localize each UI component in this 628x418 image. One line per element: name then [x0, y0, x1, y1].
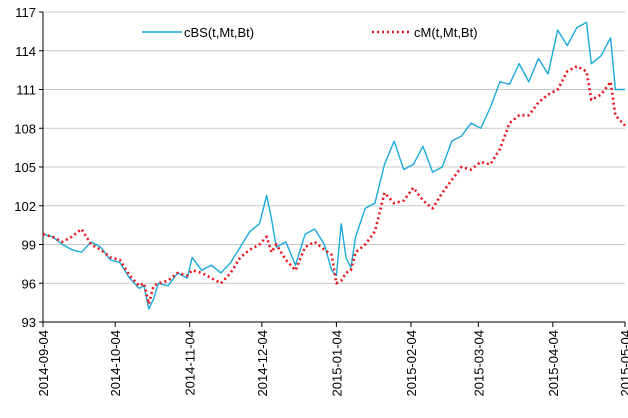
x-tick-label: 2014-11-04 — [183, 330, 198, 396]
x-tick-label: 2015-02-04 — [404, 330, 419, 397]
y-tick-label: 105 — [14, 160, 36, 175]
x-tick-label: 2015-03-04 — [471, 330, 486, 397]
x-tick-label: 2015-04-04 — [546, 330, 561, 397]
series-line — [42, 21, 625, 310]
y-tick-label: 96 — [22, 276, 36, 291]
y-tick-label: 111 — [16, 83, 36, 98]
y-tick-label: 102 — [14, 199, 36, 214]
x-tick-label: 2015-01-04 — [329, 330, 344, 397]
legend-label: cBS(t,Mt,Bt) — [184, 25, 254, 40]
y-tick-label: 99 — [22, 238, 36, 253]
x-tick-label: 2014-10-04 — [108, 330, 123, 397]
x-tick-label: 2014-12-04 — [255, 330, 270, 397]
y-tick-label: 108 — [14, 121, 36, 136]
y-tick-label: 93 — [22, 315, 36, 330]
x-tick-label: 2015-05-04 — [618, 330, 628, 397]
y-tick-label: 114 — [15, 44, 36, 59]
series-line — [42, 64, 626, 306]
y-tick-label: 117 — [15, 5, 36, 20]
legend-label: cM(t,Mt,Bt) — [414, 25, 478, 40]
x-tick-label: 2014-09-04 — [36, 330, 51, 397]
